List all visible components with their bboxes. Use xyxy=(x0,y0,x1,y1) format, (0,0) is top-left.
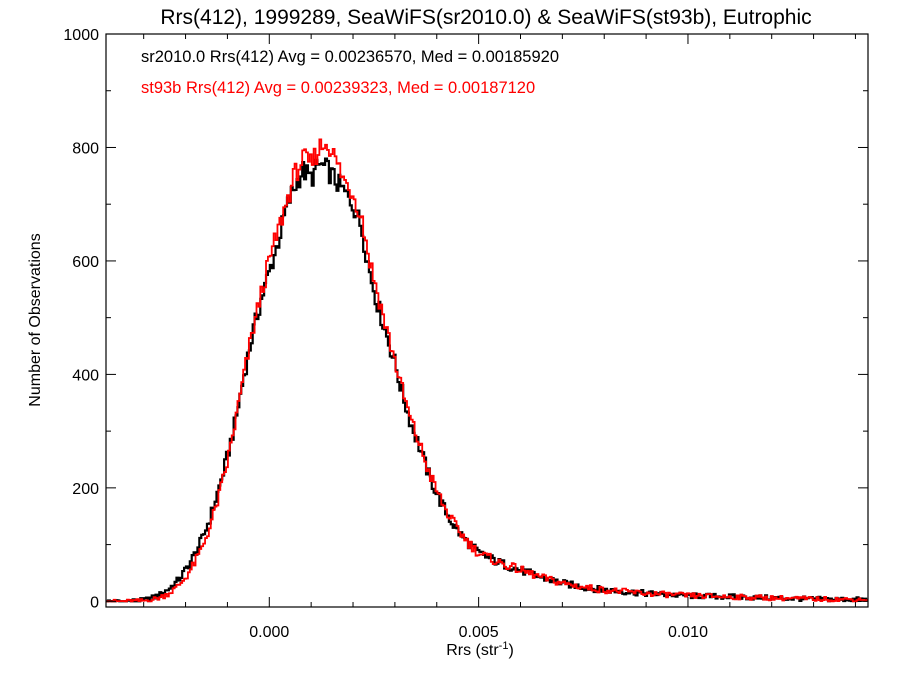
annotation-sr2010: sr2010.0 Rrs(412) Avg = 0.00236570, Med … xyxy=(141,48,559,66)
x-tick-label: 0.010 xyxy=(668,624,708,641)
x-axis-label-main: Rrs (str xyxy=(446,642,499,659)
plot-frame xyxy=(105,33,869,608)
y-axis-label: Number of Observations xyxy=(27,233,44,406)
annotation-st93b: st93b Rrs(412) Avg = 0.00239323, Med = 0… xyxy=(141,79,535,97)
series-line-st93b xyxy=(106,138,868,603)
y-tick-label: 400 xyxy=(72,367,99,384)
x-axis-label-sup: -1 xyxy=(499,640,509,652)
plot-area xyxy=(106,138,868,603)
axes: 0.000 0.005 0.010 0 200 400 600 800 1000 xyxy=(63,27,868,641)
x-axis-label-close: ) xyxy=(508,642,513,659)
y-tick-label: 0 xyxy=(90,594,99,611)
x-axis-label: Rrs (str-1) xyxy=(446,640,514,659)
y-tick-label: 1000 xyxy=(63,27,99,44)
x-tick-label: 0.000 xyxy=(249,624,289,641)
x-tick-label: 0.005 xyxy=(459,624,499,641)
y-tick-label: 600 xyxy=(72,254,99,271)
y-tick-label: 200 xyxy=(72,481,99,498)
chart-title: Rrs(412), 1999289, SeaWiFS(sr2010.0) & S… xyxy=(160,6,811,29)
y-tick-label: 800 xyxy=(72,140,99,157)
